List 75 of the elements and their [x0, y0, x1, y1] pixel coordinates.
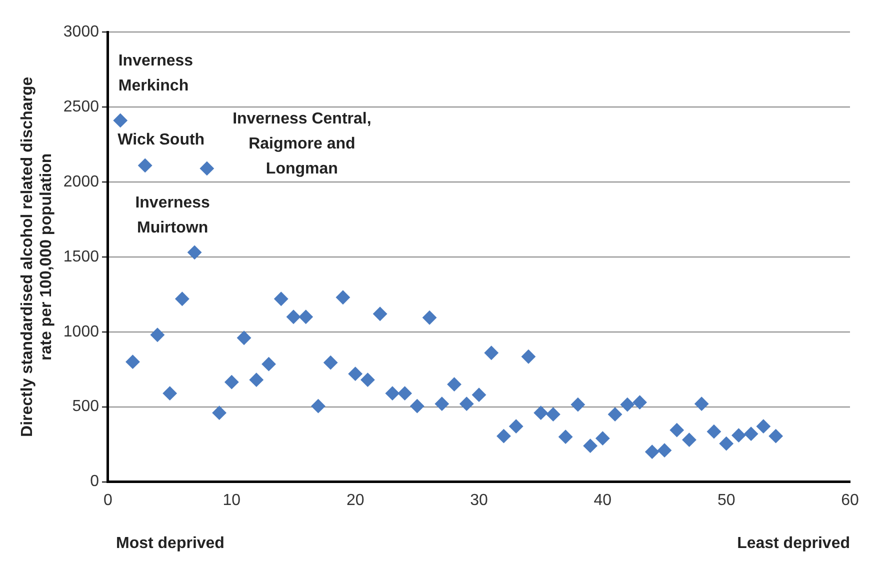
- x-tick-label: 30: [470, 492, 488, 509]
- point: [596, 431, 610, 446]
- point: [570, 398, 585, 412]
- point: [484, 346, 498, 360]
- point: [608, 407, 622, 422]
- annotation: Inverness Merkinch: [118, 52, 194, 94]
- point: [262, 357, 276, 372]
- point: [113, 113, 128, 128]
- point: [286, 310, 300, 324]
- point: [719, 436, 734, 451]
- point: [162, 386, 177, 400]
- annotation: Wick South: [118, 131, 205, 148]
- point: [138, 158, 152, 172]
- point: [534, 406, 548, 420]
- y-tick-label: 0: [90, 473, 100, 490]
- point: [620, 398, 634, 412]
- y-tick-label: 1000: [63, 323, 100, 340]
- text: Most deprived: [116, 534, 224, 552]
- point: [768, 429, 783, 444]
- point: [682, 432, 696, 447]
- x-tick-label: 40: [594, 492, 612, 509]
- y-tick-label: 1500: [63, 248, 100, 266]
- point: [324, 356, 338, 370]
- point: [274, 292, 288, 306]
- point: [744, 426, 758, 441]
- y-tick-label: 3000: [63, 23, 100, 40]
- point: [373, 306, 388, 321]
- x-tick-label: 0: [104, 492, 113, 509]
- point: [422, 310, 437, 325]
- annotation: Inverness Central, Raigmore and Longman: [232, 110, 372, 178]
- point: [410, 399, 424, 414]
- point: [126, 354, 140, 369]
- x-tick-label: 60: [841, 492, 859, 509]
- point: [336, 290, 350, 304]
- point: [188, 245, 202, 260]
- y-axis-title: Directly standardised alcohol related discharge rate per 100,000 population: [19, 76, 56, 437]
- point: [311, 399, 326, 414]
- annotation: Inverness Muirtown: [135, 194, 210, 236]
- point: [348, 366, 362, 381]
- point: [756, 419, 770, 434]
- point: [694, 396, 709, 411]
- point: [658, 443, 672, 458]
- point: [645, 444, 660, 459]
- x-tick-label: 50: [717, 492, 736, 509]
- point: [200, 161, 214, 176]
- point: [249, 372, 264, 387]
- text: Least deprived: [737, 534, 850, 552]
- point: [732, 428, 746, 442]
- point: [150, 328, 164, 342]
- point: [509, 419, 524, 434]
- point: [175, 292, 190, 306]
- point: [558, 430, 573, 444]
- point: [472, 388, 486, 402]
- x-tick-label: 20: [346, 492, 364, 509]
- point: [398, 386, 412, 400]
- point: [298, 310, 313, 324]
- point: [360, 372, 375, 387]
- point: [496, 429, 511, 444]
- y-tick-label: 2000: [63, 173, 100, 190]
- y-tick-label: 500: [72, 398, 100, 416]
- y-tick-label: 2500: [63, 98, 100, 116]
- point: [237, 330, 252, 345]
- point: [460, 396, 474, 411]
- point: [521, 350, 536, 364]
- point: [706, 424, 721, 439]
- point: [546, 407, 560, 422]
- point: [434, 396, 449, 411]
- point: [632, 395, 647, 410]
- point: [670, 423, 684, 438]
- point: [583, 438, 598, 453]
- point: [212, 406, 226, 420]
- point: [385, 386, 400, 400]
- point: [224, 375, 239, 390]
- point: [447, 377, 462, 392]
- x-tick-label: 10: [222, 492, 241, 509]
